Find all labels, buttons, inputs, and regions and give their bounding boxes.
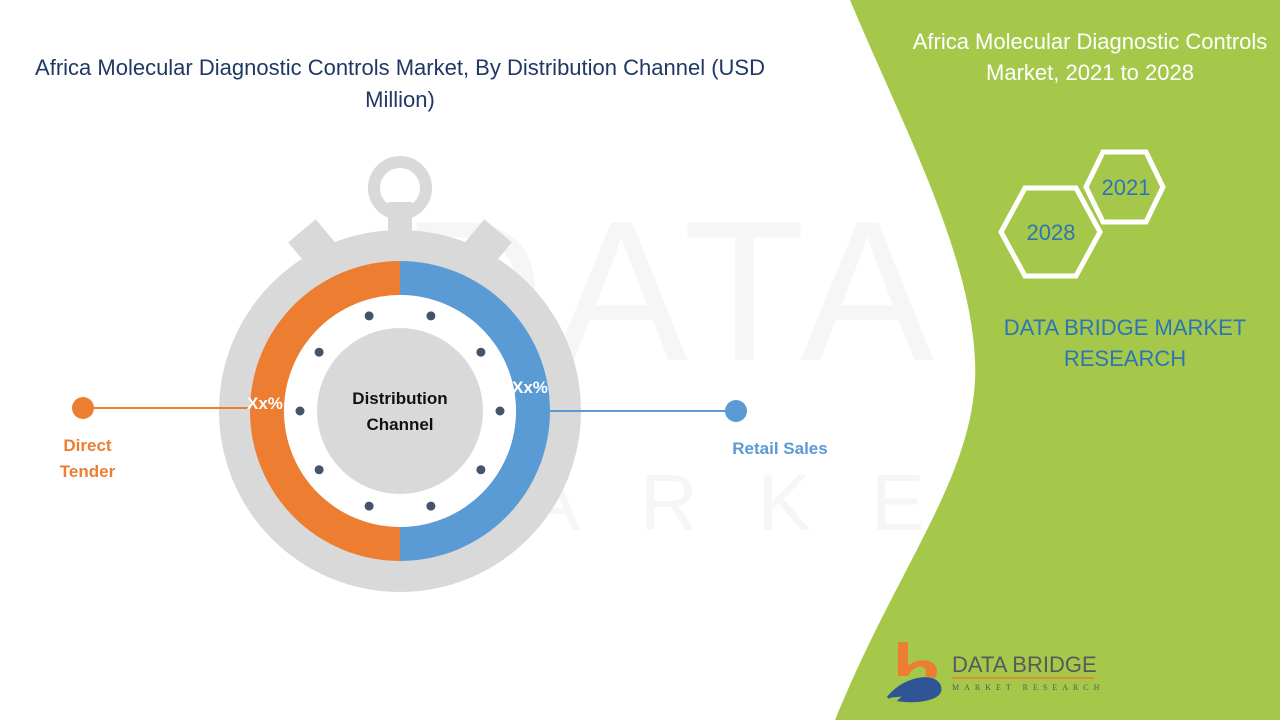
dial-dot xyxy=(295,406,305,416)
green-panel xyxy=(835,0,1280,720)
dial-dots xyxy=(295,311,505,511)
dial-dot xyxy=(476,465,486,475)
year-2021: 2021 xyxy=(1102,175,1151,200)
dial-dot xyxy=(314,465,324,475)
dial-dot xyxy=(426,501,436,511)
legend-direct-tender: Direct Tender xyxy=(59,436,116,481)
year-2028: 2028 xyxy=(1027,220,1076,245)
brand-text: DATA BRIDGE MARKET RESEARCH xyxy=(1003,315,1247,371)
hexagon-2028-icon xyxy=(998,185,1103,279)
marker-direct-tender xyxy=(72,397,94,419)
side-panel-title: Africa Molecular Diagnostic Controls Mar… xyxy=(912,29,1268,85)
marker-retail-sales xyxy=(725,400,747,422)
dial-dot xyxy=(364,501,374,511)
dial-dot xyxy=(364,311,374,321)
legend-retail-sales: Retail Sales xyxy=(732,439,828,458)
dial-dot xyxy=(495,406,505,416)
dial-dot xyxy=(426,311,436,321)
chart-title: Africa Molecular Diagnostic Controls Mar… xyxy=(35,55,765,112)
slice-retail-sales xyxy=(400,261,550,561)
data-bridge-logo: DATA BRIDGE MARKET RESEARCH xyxy=(886,642,1104,703)
hexagon-2021-icon xyxy=(1083,149,1166,225)
svg-text:MARKET RESEARCH: MARKET RESEARCH xyxy=(952,683,1104,692)
slice-direct-tender xyxy=(250,261,400,561)
data-label-retail-sales: Xx% xyxy=(512,378,548,397)
data-label-direct-tender: Xx% xyxy=(247,394,283,413)
dial-dot xyxy=(314,347,324,357)
svg-text:DATA BRIDGE: DATA BRIDGE xyxy=(952,652,1097,677)
center-circle xyxy=(317,328,483,494)
dial-dot xyxy=(476,347,486,357)
center-label: Distribution Channel xyxy=(352,389,448,434)
